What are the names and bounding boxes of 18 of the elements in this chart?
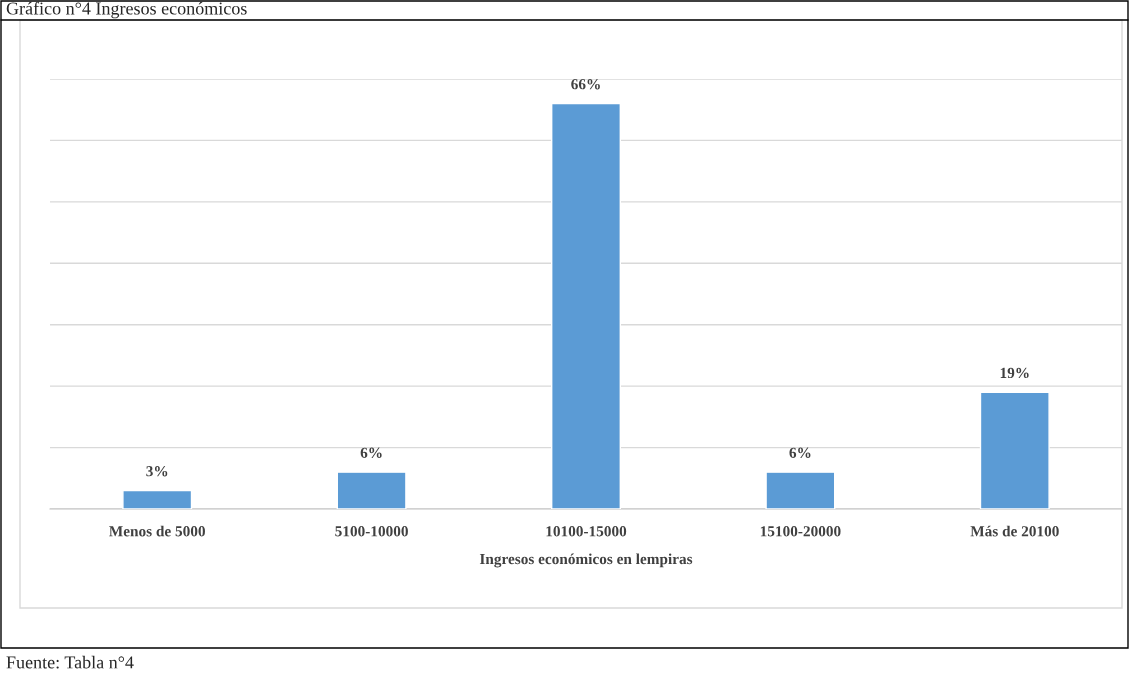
- x-axis-title: Ingresos económicos en lempiras: [479, 553, 693, 568]
- source-note: Fuente: Tabla n°4: [6, 655, 134, 669]
- data-label: 6%: [789, 447, 811, 458]
- bar: [765, 471, 836, 509]
- data-label: 19%: [1000, 367, 1029, 379]
- data-label: 6%: [360, 447, 382, 458]
- data-label: 3%: [146, 466, 168, 477]
- bar: [122, 489, 193, 509]
- bar: [551, 102, 621, 509]
- bar: [979, 391, 1050, 509]
- bar: [336, 471, 407, 509]
- x-tick-label: 10100-15000: [546, 526, 627, 537]
- data-label: 66%: [571, 79, 600, 90]
- chart-title: Gráfico n°4 Ingresos económicos: [6, 1, 247, 19]
- x-tick-label: 15100-20000: [760, 526, 841, 537]
- x-tick-label: 5100-10000: [335, 526, 408, 537]
- x-tick-label: Más de 20100: [970, 525, 1059, 537]
- x-tick-label: Menos de 5000: [109, 525, 205, 537]
